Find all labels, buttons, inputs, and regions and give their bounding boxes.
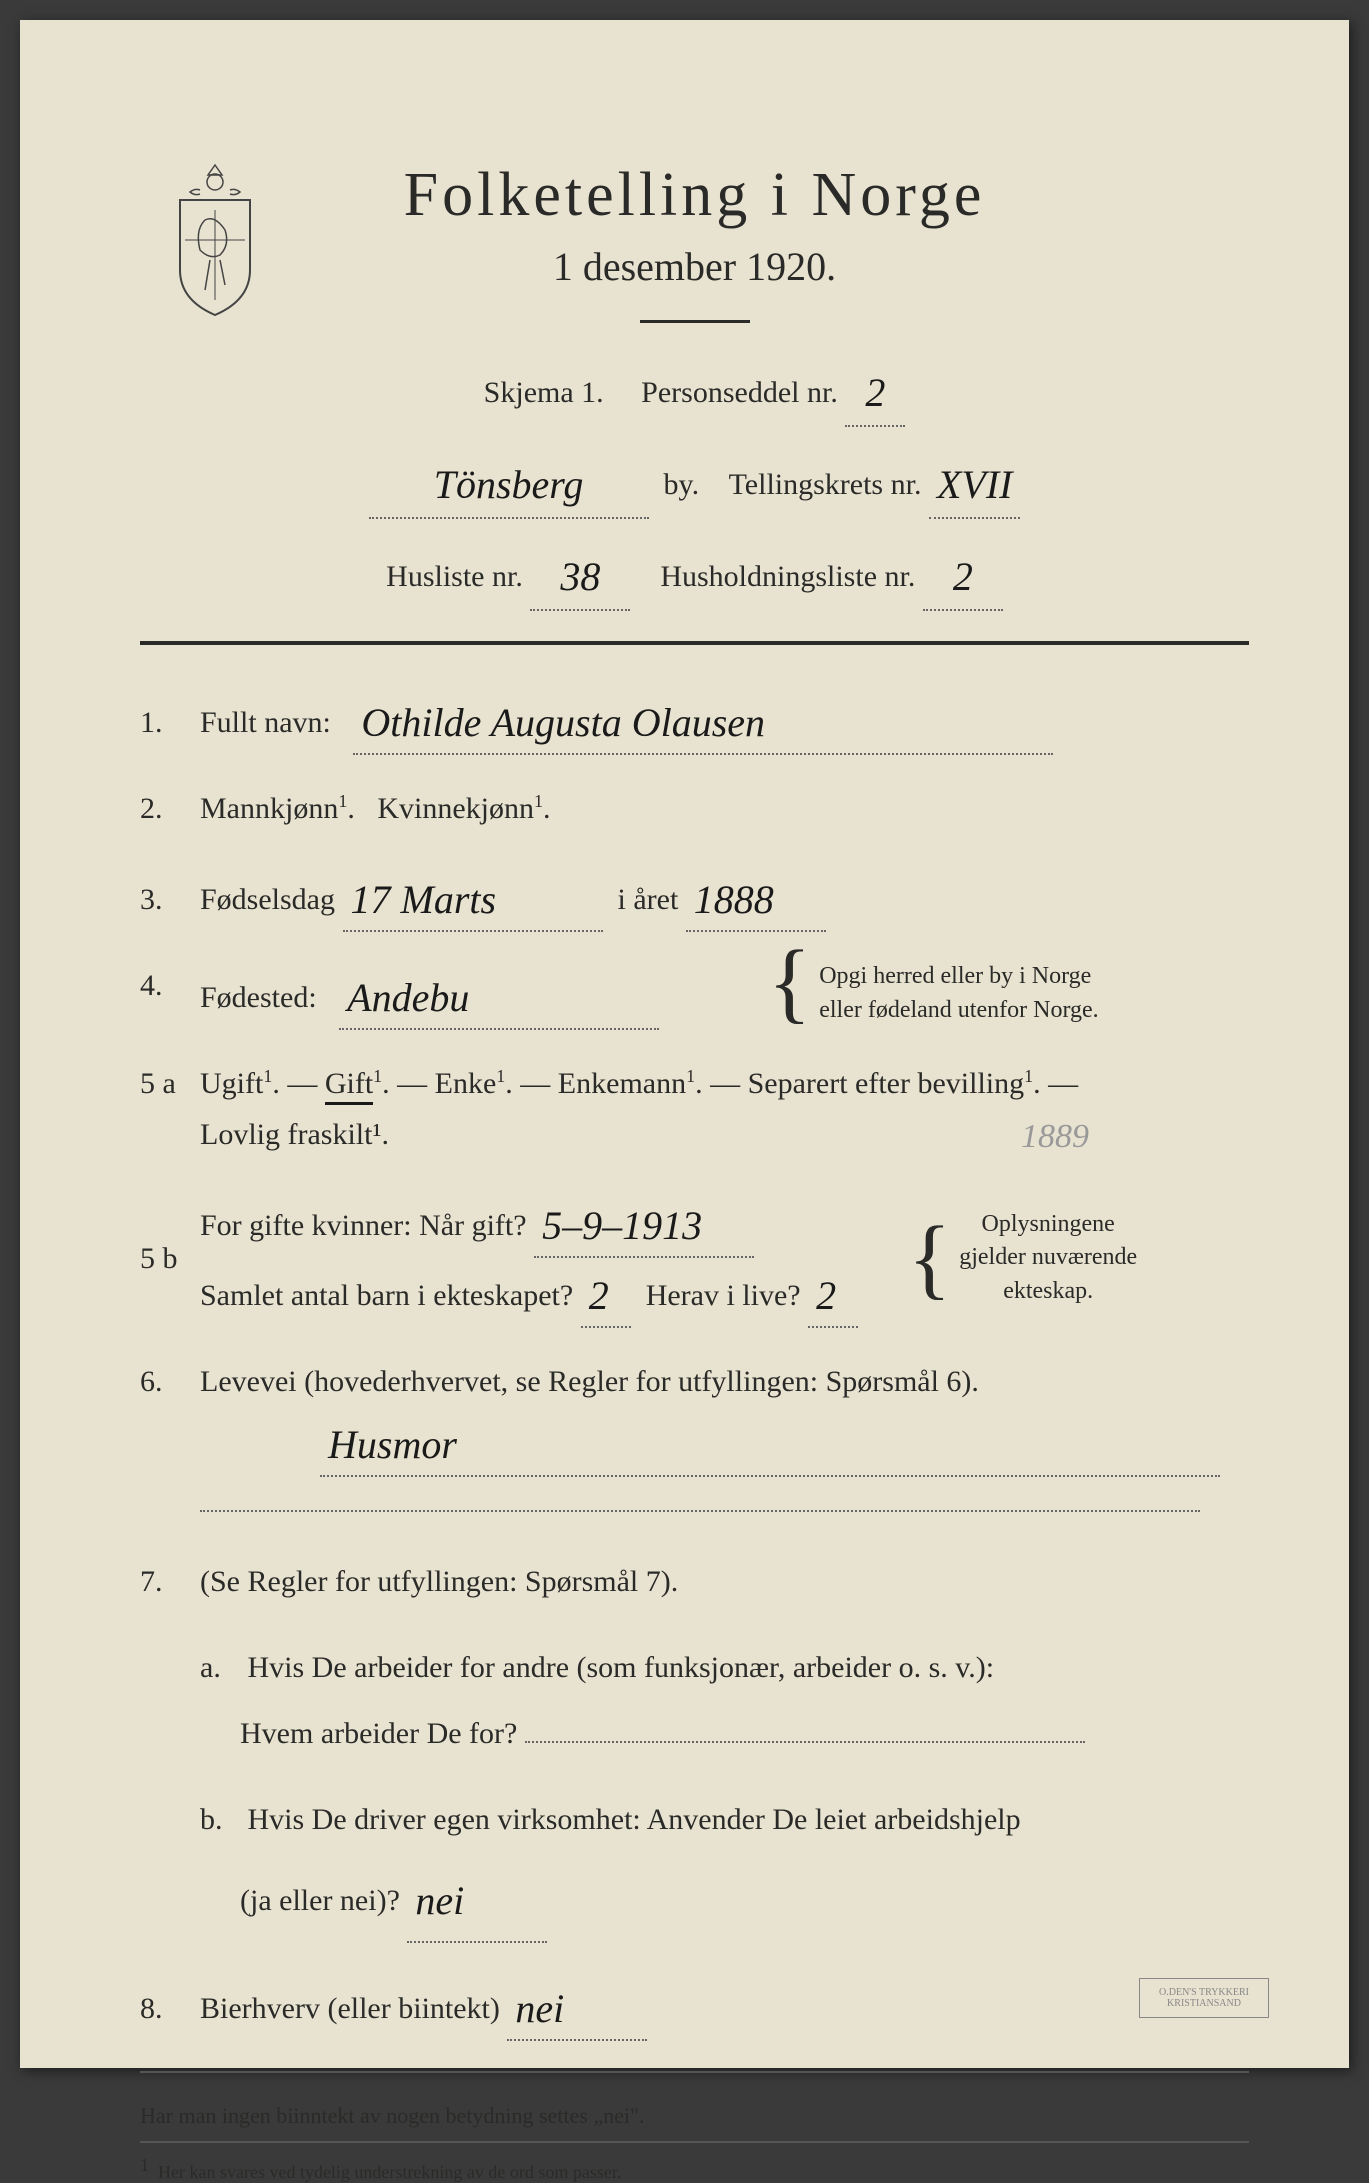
q4-value: Andebu <box>347 975 469 1020</box>
q7b-letter: b. <box>200 1787 240 1853</box>
footnote-2: 1 Her kan svares ved tydelig understrekn… <box>140 2155 1249 2183</box>
q1-num: 1. <box>140 697 200 748</box>
question-6: 6. Levevei (hovederhvervet, se Regler fo… <box>140 1356 1249 1528</box>
q3-label-b: i året <box>618 883 679 916</box>
q8-value: nei <box>515 1986 564 2031</box>
q1-value: Othilde Augusta Olausen <box>361 700 765 745</box>
q6-label: Levevei (hovederhvervet, se Regler for u… <box>200 1365 979 1398</box>
husholdningsliste-label: Husholdningsliste nr. <box>660 560 915 593</box>
q2-num: 2. <box>140 783 200 834</box>
footer-divider <box>140 2071 1249 2073</box>
by-value: Tönsberg <box>434 462 584 507</box>
question-5a: 5 a Ugift1. — Gift1. — Enke1. — Enkemann… <box>140 1058 1249 1160</box>
skjema-label: Skjema 1. <box>484 376 604 409</box>
header-divider <box>640 320 750 323</box>
by-label: by. <box>664 468 700 501</box>
q5a-line2: Lovlig fraskilt¹. <box>200 1118 389 1151</box>
q6-value: Husmor <box>328 1422 457 1467</box>
q7b-line1: Hvis De driver egen virksomhet: Anvender… <box>248 1803 1021 1836</box>
question-7b: b. Hvis De driver egen virksomhet: Anven… <box>200 1787 1249 1943</box>
q5b-label-b: Samlet antal barn i ekteskapet? <box>200 1279 573 1312</box>
meta-row-1: Skjema 1. Personseddel nr. 2 <box>140 353 1249 427</box>
q7a-letter: a. <box>200 1635 240 1701</box>
gift-underlined: Gift <box>325 1067 373 1105</box>
q2-female: Kvinnekjønn <box>377 792 534 825</box>
q3-num: 3. <box>140 874 200 925</box>
q5b-label-c: Herav i live? <box>646 1279 801 1312</box>
q8-label: Bierhverv (eller biintekt) <box>200 1992 500 2025</box>
q5b-note: Oplysningene gjelder nuværende ekteskap. <box>959 1208 1137 1309</box>
q7a-line1: Hvis De arbeider for andre (som funksjon… <box>248 1651 995 1684</box>
tellingskrets-value: XVII <box>937 462 1013 507</box>
question-7: 7. (Se Regler for utfyllingen: Spørsmål … <box>140 1556 1249 1607</box>
q5b-barn: 2 <box>589 1273 609 1318</box>
footnote-1: Har man ingen biinntekt av nogen betydni… <box>140 2103 1249 2129</box>
form-date: 1 desember 1920. <box>140 243 1249 290</box>
q5b-live: 2 <box>816 1273 836 1318</box>
q7b-value: nei <box>415 1878 464 1923</box>
brace-icon-2: { <box>908 1236 951 1281</box>
personseddel-label: Personseddel nr. <box>641 376 838 409</box>
tellingskrets-label: Tellingskrets nr. <box>729 468 922 501</box>
q6-num: 6. <box>140 1356 200 1407</box>
question-1: 1. Fullt navn: Othilde Augusta Olausen <box>140 685 1249 755</box>
husholdningsliste-value: 2 <box>953 554 973 599</box>
q2-male: Mannkjønn <box>200 792 338 825</box>
q7-num: 7. <box>140 1556 200 1607</box>
footer-divider-2 <box>140 2141 1249 2143</box>
q8-num: 8. <box>140 1983 200 2034</box>
q5b-label-a: For gifte kvinner: Når gift? <box>200 1209 527 1242</box>
q7b-line2: (ja eller nei)? <box>240 1884 400 1917</box>
q3-day: 17 Marts <box>351 877 497 922</box>
pencil-note: 1889 <box>1021 1108 1089 1166</box>
q5b-num: 5 b <box>140 1233 200 1284</box>
q5a-num: 5 a <box>140 1058 200 1109</box>
brace-icon: { <box>768 960 811 1005</box>
q1-label: Fullt navn: <box>200 706 331 739</box>
q7a-line2: Hvem arbeider De for? <box>240 1717 517 1750</box>
q3-label-a: Fødselsdag <box>200 883 335 916</box>
q4-note: Opgi herred eller by i Norge eller fødel… <box>819 960 1098 1027</box>
question-3: 3. Fødselsdag 17 Marts i året 1888 <box>140 862 1249 932</box>
form-header: Folketelling i Norge 1 desember 1920. <box>140 160 1249 323</box>
q5b-gift: 5–9–1913 <box>542 1203 702 1248</box>
question-2: 2. Mannkjønn1. Kvinnekjønn1. <box>140 783 1249 834</box>
question-8: 8. Bierhverv (eller biintekt) nei <box>140 1971 1249 2041</box>
census-form-page: Folketelling i Norge 1 desember 1920. Sk… <box>20 20 1349 2068</box>
q7-label: (Se Regler for utfyllingen: Spørsmål 7). <box>200 1556 1249 1607</box>
personseddel-value: 2 <box>865 370 885 415</box>
q3-year: 1888 <box>694 877 774 922</box>
question-4: 4. Fødested: Andebu { Opgi herred eller … <box>140 960 1249 1030</box>
husliste-value: 38 <box>560 554 600 599</box>
meta-row-2: Tönsberg by. Tellingskrets nr. XVII <box>140 445 1249 519</box>
husliste-label: Husliste nr. <box>386 560 523 593</box>
main-divider <box>140 641 1249 645</box>
norwegian-coat-of-arms <box>160 160 270 320</box>
question-5b: 5 b For gifte kvinner: Når gift? 5–9–191… <box>140 1188 1249 1328</box>
printer-stamp: O.DEN'S TRYKKERIKRISTIANSAND <box>1139 1978 1269 2018</box>
question-7a: a. Hvis De arbeider for andre (som funks… <box>200 1635 1249 1767</box>
form-title: Folketelling i Norge <box>140 160 1249 231</box>
q4-label: Fødested: <box>200 981 317 1014</box>
meta-row-3: Husliste nr. 38 Husholdningsliste nr. 2 <box>140 537 1249 611</box>
q4-num: 4. <box>140 960 200 1011</box>
